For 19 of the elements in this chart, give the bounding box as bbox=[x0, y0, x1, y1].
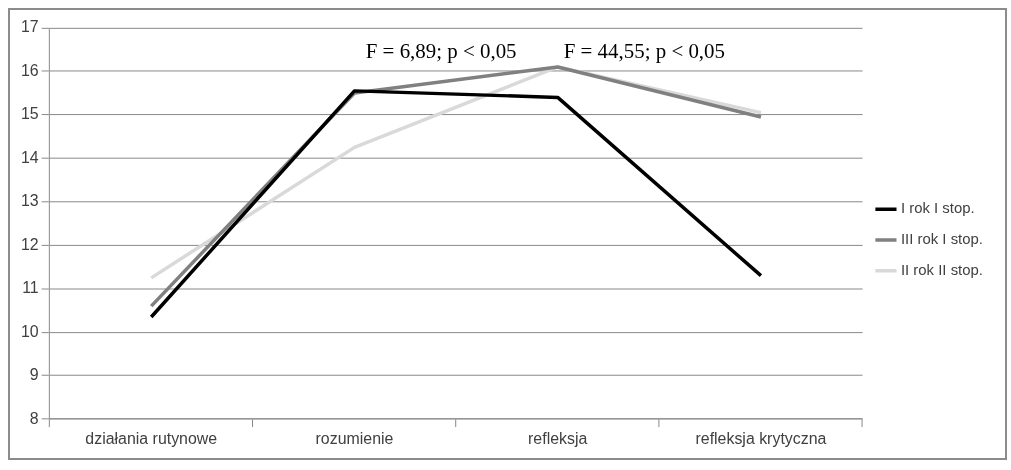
y-tick-label: 14 bbox=[20, 148, 39, 166]
y-tick-label: 10 bbox=[20, 322, 39, 340]
y-tick-label: 15 bbox=[20, 105, 39, 123]
x-tick-label: działania rutynowe bbox=[85, 429, 218, 447]
x-tick-label: rozumienie bbox=[315, 429, 394, 447]
y-tick-label: 9 bbox=[29, 366, 39, 384]
legend-label: I rok I stop. bbox=[900, 200, 975, 217]
y-tick-label: 17 bbox=[20, 18, 39, 36]
x-tick-label: refleksja bbox=[528, 429, 588, 447]
y-tick-label: 13 bbox=[20, 192, 39, 210]
legend-label: II rok II stop. bbox=[900, 261, 984, 278]
legend-label: III rok I stop. bbox=[900, 231, 984, 248]
y-tick-label: 11 bbox=[22, 279, 39, 297]
y-tick-label: 12 bbox=[20, 235, 39, 253]
y-tick-label: 16 bbox=[20, 61, 39, 79]
annotation: F = 44,55; p < 0,05 bbox=[563, 38, 726, 63]
y-tick-label: 8 bbox=[29, 409, 39, 427]
x-tick-label: refleksja krytyczna bbox=[695, 429, 827, 447]
annotation: F = 6,89; p < 0,05 bbox=[365, 38, 517, 63]
